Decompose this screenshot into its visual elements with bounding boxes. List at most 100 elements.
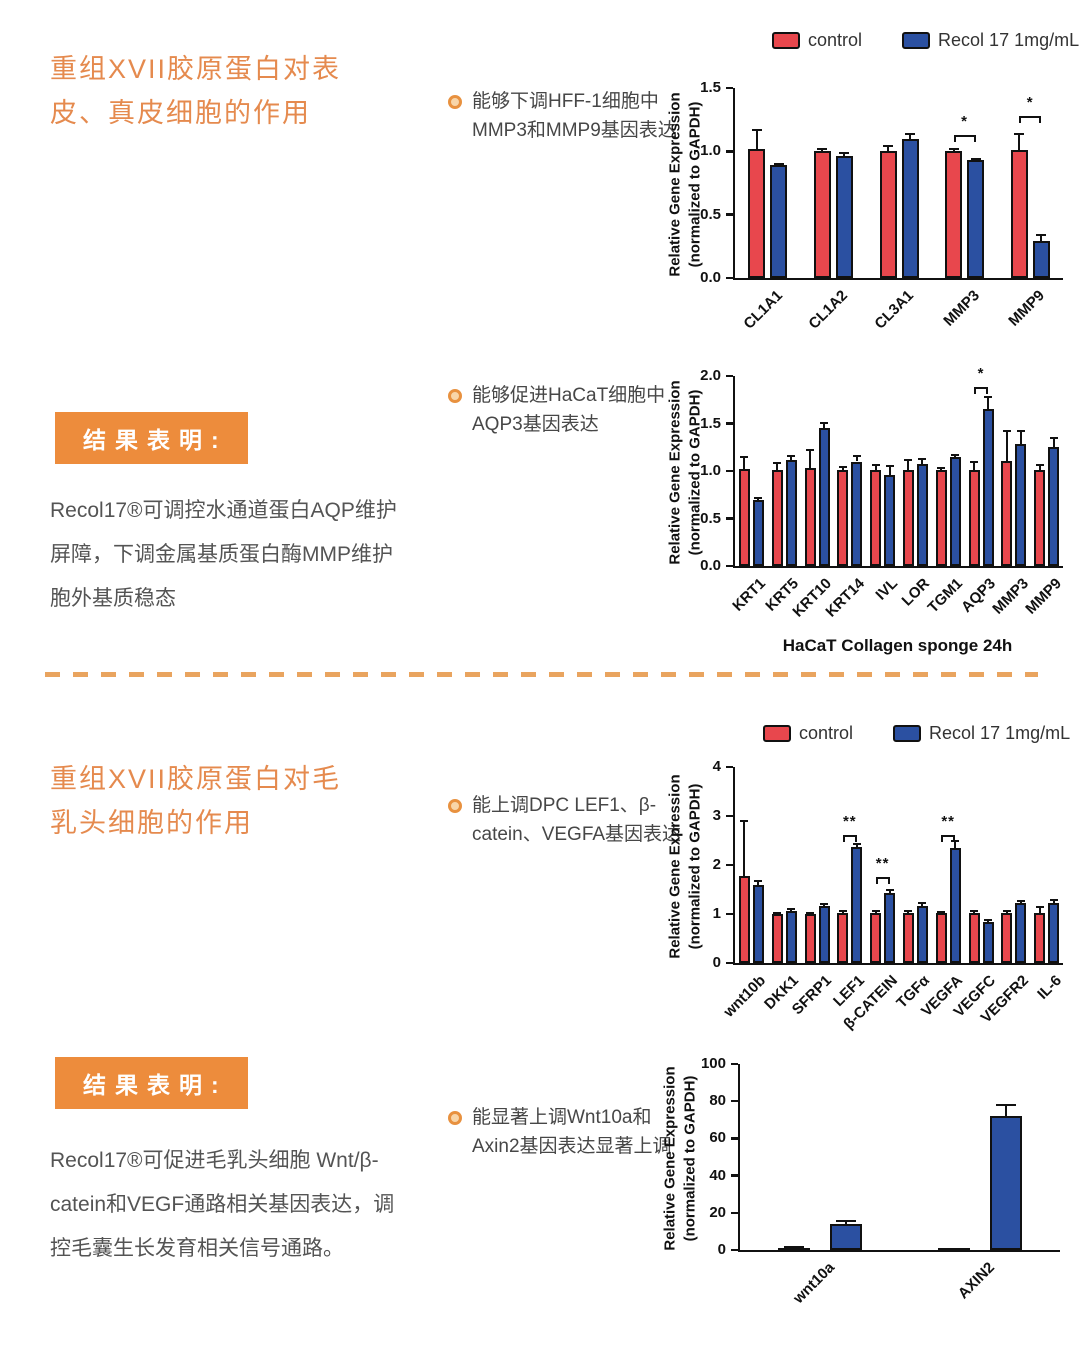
error-bar: [776, 463, 779, 471]
x-axis-title: HaCaT Collagen sponge 24h: [782, 636, 1013, 655]
bar-Recol-VEGFC: [982, 922, 994, 963]
y-tick: [725, 863, 733, 867]
bar-control-AQP3: [968, 470, 980, 566]
error-bar-cap: [740, 819, 749, 822]
sig-bracket-end: [887, 877, 890, 885]
error-bar-cap: [904, 458, 913, 461]
error-bar-cap: [740, 455, 749, 458]
y-tick: [725, 814, 733, 818]
sig-bracket: [875, 877, 890, 880]
y-tick-label: 0.0: [700, 269, 721, 286]
error-bar-cap: [1035, 464, 1044, 467]
y-tick-label: 2: [712, 856, 721, 873]
error-bar: [757, 880, 760, 885]
error-bar-cap: [787, 454, 796, 457]
recol-swatch: [893, 725, 922, 742]
y-tick: [725, 912, 733, 916]
result-label: 结果表明:: [83, 1072, 228, 1098]
bar-control-TGM1: [935, 470, 947, 566]
y-tick-label: 1.0: [700, 462, 721, 479]
error-bar-cap: [1049, 436, 1058, 439]
sig-bracket: [953, 134, 976, 137]
error-bar-cap: [852, 843, 861, 846]
error-bar-cap: [937, 467, 946, 470]
error-bar-cap: [996, 1103, 1016, 1106]
x-tick-label: wnt10a: [790, 1259, 839, 1307]
plot-area: 0.0 0.5 1.0 1.5 CL1A1 CL1A2 CL3A1 MMP3 MMP9 * *: [700, 79, 1063, 333]
sig-bracket-end: [854, 834, 857, 842]
error-bar-cap: [852, 454, 861, 457]
sig-label: **: [941, 812, 956, 830]
error-bar-cap: [1036, 233, 1047, 236]
error-bar-cap: [871, 464, 880, 467]
bar-Recol-MMP3: [967, 160, 985, 278]
bar-control-SFRP1: [804, 914, 816, 963]
error-bar-cap: [951, 453, 960, 456]
sig-bracket-end: [941, 834, 944, 842]
error-bar-cap: [806, 449, 814, 452]
y-tick-label: 1.0: [700, 142, 721, 160]
error-bar-cap: [871, 910, 880, 913]
y-tick: [730, 1137, 738, 1140]
error-bar-cap: [784, 1246, 804, 1249]
error-bar: [743, 456, 746, 470]
error-bar-cap: [787, 907, 796, 910]
bar-control-wnt10b: [738, 875, 750, 963]
y-tick: [730, 1248, 738, 1252]
y-tick: [725, 276, 733, 280]
error-bar: [841, 467, 844, 471]
legend-control-label: control: [799, 723, 854, 743]
bullet-dot-icon: [448, 95, 462, 109]
bar-Recol-IVL: [884, 474, 896, 566]
error-bar-cap: [817, 147, 828, 150]
error-bar: [855, 455, 858, 462]
bar-Recol-VEGFR2: [1015, 903, 1027, 963]
error-bar-cap: [773, 462, 782, 465]
bar-Recol-KRT10: [818, 428, 830, 566]
legend-recol-label: Recol 17 1mg/mL: [929, 723, 1071, 743]
error-bar: [954, 840, 957, 848]
bar-control-MMP9: [1010, 150, 1028, 278]
bullet-dot-icon: [448, 799, 462, 813]
error-bar-cap: [984, 395, 992, 398]
error-bar: [855, 844, 858, 847]
error-bar: [1038, 465, 1041, 471]
error-bar-cap: [984, 918, 992, 921]
error-bar-cap: [904, 910, 913, 913]
bullet-hff1-mmp: 能够下调HFF-1细胞中MMP3和MMP9基因表达: [448, 88, 694, 145]
sig-bracket: [1019, 115, 1042, 118]
chart-wnt10a-axin2-expression: Relative Gene Expression (normalized to …: [650, 1052, 1080, 1347]
error-bar-cap: [1002, 430, 1011, 433]
error-bar-cap: [1014, 132, 1025, 135]
error-bar: [1040, 234, 1043, 242]
x-tick-label: AXIN2: [954, 1259, 999, 1303]
y-tick-label: 0.5: [700, 509, 721, 527]
error-bar: [1005, 431, 1008, 461]
sig-label: **: [842, 812, 857, 830]
error-bar: [1019, 431, 1022, 445]
bar-Recol-wnt10b: [752, 884, 764, 963]
bar-Recol-MMP9: [1032, 241, 1050, 278]
bar-Recol-VEGFA: [949, 847, 961, 963]
error-bar-cap: [820, 903, 828, 906]
dashed-divider: [45, 672, 1038, 677]
result-label-box-1: 结果表明:: [55, 412, 248, 464]
error-bar-cap: [905, 132, 915, 135]
bar-Recol-DKK1: [785, 910, 797, 963]
y-tick-label: 80: [709, 1092, 726, 1110]
y-tick: [725, 213, 733, 216]
error-bar: [809, 450, 811, 469]
y-tick: [725, 469, 733, 473]
error-bar-cap: [773, 911, 782, 914]
error-bar-cap: [948, 147, 959, 150]
bar-Recol-SFRP1: [818, 905, 830, 963]
legend-bottom: control Recol 17 1mg/mL: [763, 723, 1070, 744]
bar-control-KRT10: [804, 468, 816, 566]
error-bar-cap: [885, 889, 894, 892]
sig-bracket-end: [1019, 115, 1022, 123]
bar-Recol-TGM1: [949, 456, 961, 566]
error-bar-cap: [820, 421, 828, 424]
y-tick-label: 0: [712, 954, 721, 971]
error-bar-cap: [838, 910, 847, 913]
